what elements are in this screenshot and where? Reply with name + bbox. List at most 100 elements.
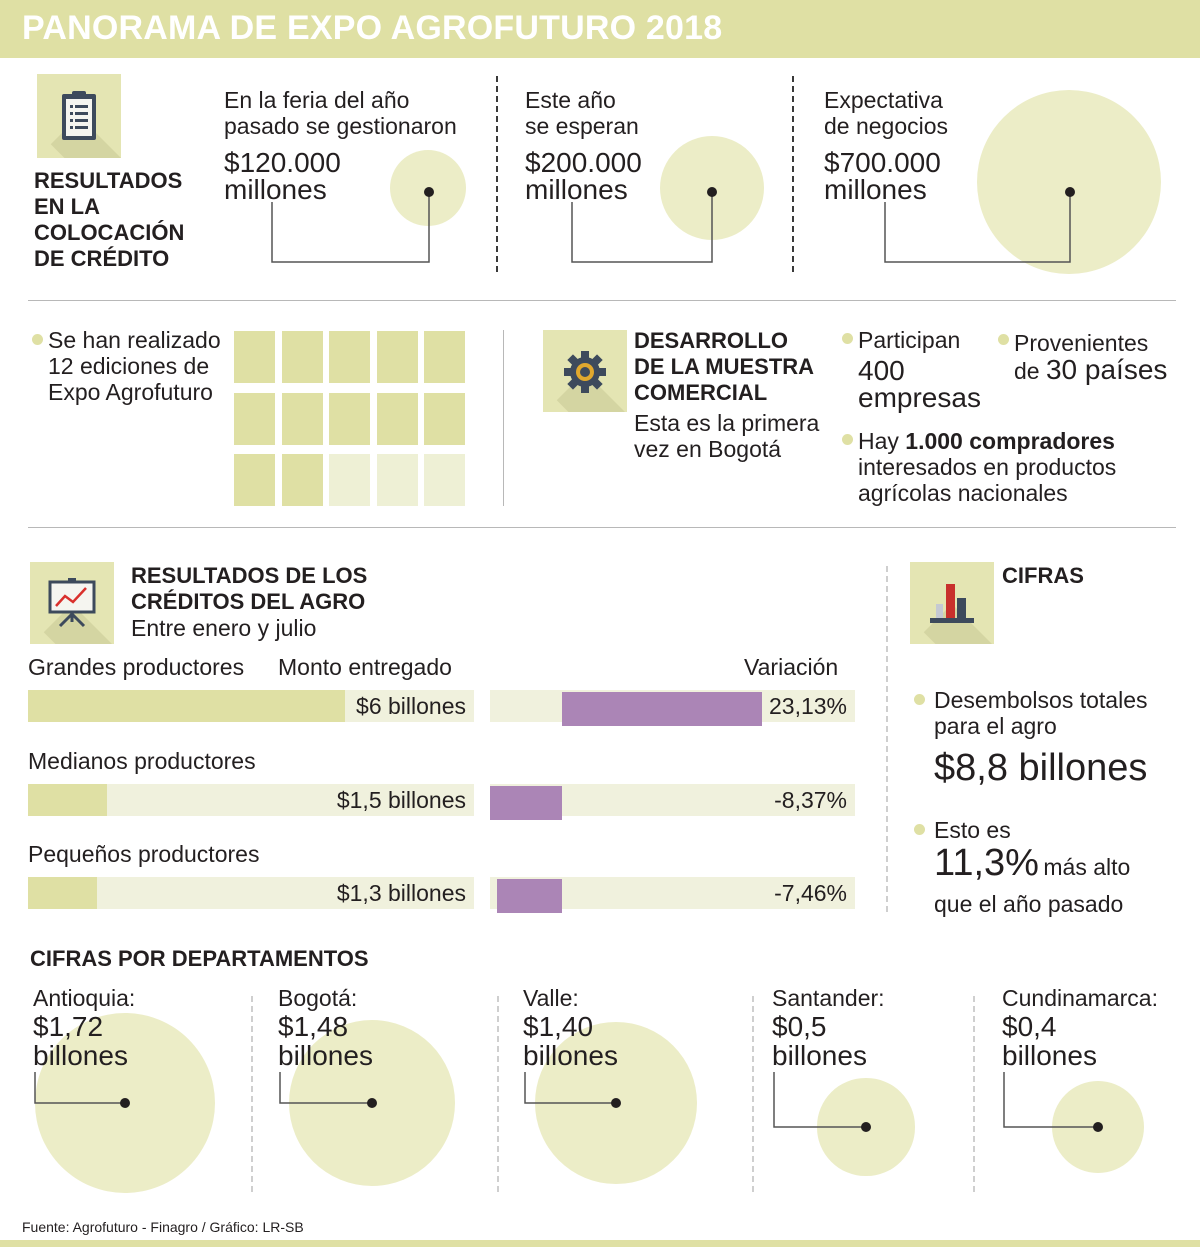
department-connector (524, 1072, 621, 1108)
department-point (367, 1098, 377, 1108)
department-value: $1,48 (278, 1011, 349, 1042)
creditos-heading-line: RESULTADOS DE LOS (131, 563, 368, 588)
chart-board-icon-tile (30, 562, 114, 644)
participan-value: 400 (858, 355, 905, 386)
esto-es-value: 11,3% (934, 842, 1039, 884)
variacion-bar (490, 786, 562, 820)
credit-text: En la feria del año (224, 87, 410, 113)
credit-connector (884, 187, 1075, 263)
credit-circle-expected (977, 90, 1161, 274)
footer-bar (0, 1240, 1200, 1247)
edition-square (424, 454, 465, 506)
category-label: Grandes productores (28, 654, 245, 680)
department-unit: billones (523, 1040, 618, 1071)
edition-square (376, 392, 418, 445)
credit-text: de negocios (824, 113, 949, 139)
divider (792, 76, 794, 272)
monto-track (28, 877, 474, 909)
desembolsos-value: $8,8 billones (934, 747, 1148, 789)
monto-value-label: $6 billones (356, 693, 466, 719)
department-name: Santander: (772, 985, 885, 1011)
column-header-monto: Monto entregado (278, 654, 452, 680)
credit-unit: millones (224, 174, 327, 205)
edition-square (281, 331, 323, 383)
department-point (861, 1122, 871, 1132)
compradores-prefix: Hay (858, 428, 906, 454)
variacion-value-label: -8,37% (774, 787, 847, 813)
credit-col-this-year: Este año se esperan $200.000 millones (525, 87, 642, 205)
esto-es-rest: más alto (1043, 854, 1131, 880)
provenientes-prefix: de (1014, 358, 1046, 384)
editions-text: Se han realizado 12 ediciones de Expo Ag… (48, 327, 221, 405)
monto-bar (28, 784, 107, 816)
participan-label: Participan (858, 327, 961, 353)
credit-heading-line: COLOCACIÓN (34, 220, 185, 245)
section-divider (28, 527, 1176, 528)
edition-square (424, 331, 465, 383)
desembolsos-block: Desembolsos totales para el agro $8,8 bi… (934, 687, 1148, 793)
column-header-variacion: Variación (744, 654, 839, 680)
department-connector (34, 1072, 130, 1108)
monto-value-label: $1,5 billones (336, 787, 466, 813)
cifras-heading: CIFRAS (1002, 563, 1084, 588)
edition-square (376, 331, 418, 383)
credit-text: pasado se gestionaron (224, 113, 457, 139)
muestra-heading-line: COMERCIAL (634, 380, 768, 405)
muestra-heading: DESARROLLO DE LA MUESTRA COMERCIAL Esta … (634, 328, 819, 462)
department-unit: billones (278, 1040, 373, 1071)
department-connector (279, 1072, 377, 1108)
edition-square (329, 392, 370, 445)
edition-square (234, 392, 275, 445)
category-label: Pequeños productores (28, 841, 260, 867)
bullet-dot (914, 694, 925, 705)
department-name: Valle: (523, 985, 579, 1011)
bullet-dot (998, 334, 1009, 345)
department-unit: billones (772, 1040, 867, 1071)
credit-amount: $200.000 (525, 147, 642, 178)
edition-square (376, 454, 418, 506)
esto-es-line2: que el año pasado (934, 891, 1124, 917)
monto-value-label: $1,3 billones (336, 880, 466, 906)
compradores-line: interesados en productos (858, 454, 1117, 480)
department-unit: billones (33, 1040, 128, 1071)
creditos-agro-heading: RESULTADOS DE LOS CRÉDITOS DEL AGRO Entr… (131, 563, 367, 641)
department-name: Cundinamarca: (1002, 985, 1158, 1011)
credit-amount: $120.000 (224, 147, 341, 178)
departamentos-heading: CIFRAS POR DEPARTAMENTOS (30, 946, 369, 971)
chart-board-icon (48, 578, 96, 628)
bullet-dot (914, 824, 925, 835)
credit-col-expected: Expectativa de negocios $700.000 millone… (824, 87, 949, 205)
muestra-sub: vez en Bogotá (634, 436, 782, 462)
department-point (1093, 1122, 1103, 1132)
department-point (120, 1098, 130, 1108)
edition-square (234, 331, 275, 383)
credit-unit: millones (525, 174, 628, 205)
creditos-sub: Entre enero y julio (131, 615, 317, 641)
clipboard-icon (62, 91, 96, 140)
divider (752, 996, 754, 1192)
desembolsos-line: para el agro (934, 713, 1057, 739)
divider (973, 996, 975, 1192)
category-label: Medianos productores (28, 748, 256, 774)
monto-bar (28, 690, 345, 722)
bullet-dot (32, 334, 43, 345)
muestra-heading-line: DE LA MUESTRA (634, 354, 815, 379)
credit-connector (571, 187, 717, 263)
muestra-sub: Esta es la primera (634, 410, 820, 436)
edition-square (329, 454, 370, 506)
variacion-bar (497, 879, 562, 913)
compradores-value: 1.000 compradores (905, 428, 1115, 454)
credit-unit: millones (824, 174, 927, 205)
department-name: Bogotá: (278, 985, 358, 1011)
gear-icon (564, 351, 606, 393)
divider (503, 330, 504, 506)
credit-amount: $700.000 (824, 147, 941, 178)
department-value: $0,5 (772, 1011, 827, 1042)
section-divider (28, 300, 1176, 301)
desembolsos-line: Desembolsos totales (934, 687, 1148, 713)
provenientes-block: Provenientes de 30 países (1014, 330, 1167, 384)
department-unit: billones (1002, 1040, 1097, 1071)
credit-connector (271, 187, 434, 263)
clipboard-icon-tile (37, 74, 121, 158)
participan-block: Participan 400 empresas (858, 327, 981, 412)
